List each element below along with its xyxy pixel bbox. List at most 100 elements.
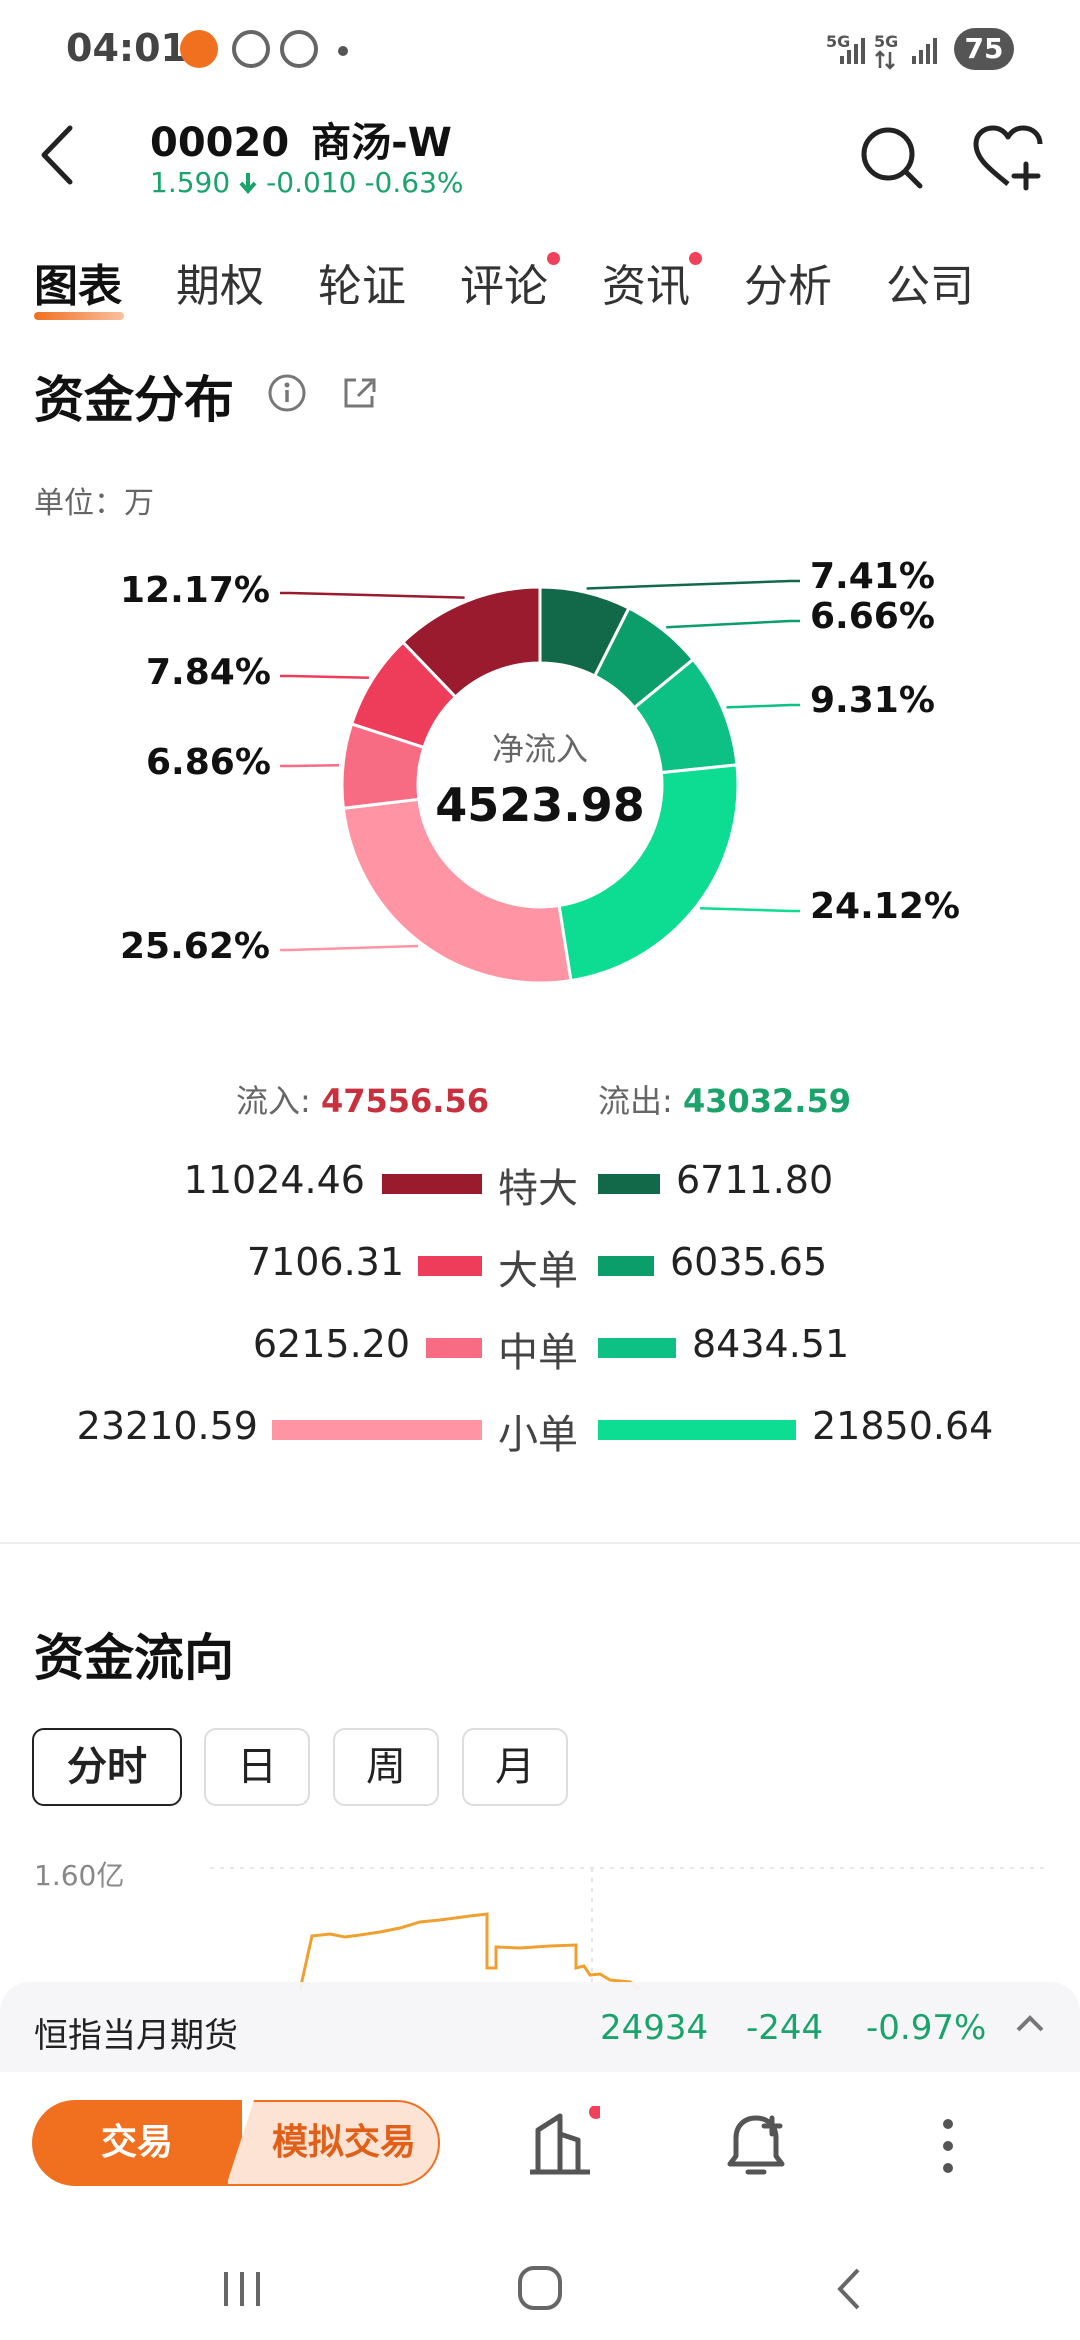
leader-line-outflow-medium — [726, 703, 800, 709]
tab-comments-label: 评论 — [460, 261, 548, 312]
down-arrow-icon — [239, 173, 257, 195]
signal-icon — [840, 38, 865, 64]
tab-chart[interactable]: 图表 — [34, 250, 124, 320]
tab-analysis-label: 分析 — [744, 261, 832, 312]
tab-bar: 图表 期权 轮证 评论 资讯 分析 公司 — [0, 250, 1080, 330]
inflow-super-value: 11024.46 — [183, 1158, 365, 1202]
period-month-button[interactable]: 月 — [462, 1728, 568, 1806]
donut-slice-inflow-small — [341, 797, 573, 985]
category-medium: 中单 — [498, 1330, 578, 1376]
inflow-summary: 流入: 47556.56 — [236, 1076, 489, 1122]
period-day-button[interactable]: 日 — [204, 1728, 310, 1806]
tab-options-label: 期权 — [176, 261, 264, 312]
search-icon[interactable] — [852, 118, 932, 198]
tab-company[interactable]: 公司 — [886, 250, 974, 314]
pct-label-inflow-large: 7.84% — [146, 652, 271, 693]
inflow-small-bar — [272, 1420, 482, 1440]
more-options-icon[interactable] — [908, 2106, 988, 2186]
network-5g-label: 5G — [826, 32, 851, 51]
price-alert-bell-icon[interactable] — [716, 2106, 796, 2186]
outflow-small-bar — [598, 1420, 796, 1440]
system-navigation-bar — [0, 2222, 1080, 2340]
donut-slice-outflow-small — [557, 763, 740, 983]
tab-comments[interactable]: 评论 — [460, 250, 560, 314]
stock-title: 00020 商汤-W — [150, 110, 474, 168]
stock-change: -0.010 — [266, 166, 357, 199]
tab-analysis[interactable]: 分析 — [744, 250, 832, 314]
donut-slice-inflow-super — [400, 585, 542, 700]
tab-company-label: 公司 — [886, 261, 974, 312]
app-notification-icon — [180, 30, 218, 68]
category-super: 特大 — [498, 1166, 578, 1212]
share-icon[interactable] — [338, 372, 380, 414]
system-back-icon[interactable] — [826, 2264, 876, 2314]
fund-distribution-donut-chart — [280, 579, 800, 985]
status-bar: 04:01 5G 5G 75 — [0, 0, 1080, 100]
trade-button[interactable]: 交易 — [32, 2100, 242, 2186]
stock-header: 00020 商汤-W 1.590 -0.010 -0.63% — [0, 100, 1080, 230]
stock-change-pct: -0.63% — [364, 166, 464, 199]
bottom-action-bar: 交易 模拟交易 — [0, 2072, 1080, 2222]
tab-warrants-label: 轮证 — [318, 261, 406, 312]
tab-news[interactable]: 资讯 — [602, 250, 702, 314]
stock-quote: 1.590 -0.010 -0.63% — [150, 166, 472, 199]
info-icon[interactable] — [266, 372, 308, 414]
inflow-total: 47556.56 — [320, 1082, 489, 1120]
category-small: 小单 — [498, 1412, 578, 1458]
leader-line-outflow-large — [666, 619, 800, 629]
pct-label-outflow-large: 6.66% — [810, 596, 935, 637]
stock-code: 00020 — [150, 120, 290, 166]
pct-label-outflow-super: 7.41% — [810, 556, 935, 597]
navigation-icon — [232, 30, 270, 68]
active-tab-underline — [34, 312, 124, 320]
outflow-large-value: 6035.65 — [670, 1240, 828, 1284]
outflow-summary: 流出: 43032.59 — [598, 1076, 851, 1122]
recent-apps-icon[interactable] — [212, 2264, 272, 2314]
inflow-small-value: 23210.59 — [76, 1404, 258, 1448]
unit-label: 单位：万 — [34, 486, 154, 521]
pct-label-inflow-small: 25.62% — [120, 926, 270, 967]
tab-options[interactable]: 期权 — [176, 250, 264, 314]
donut-center-label: 净流入 — [491, 730, 589, 768]
fund-flow-line-chart — [210, 1867, 1050, 1990]
leader-line-outflow-small — [700, 906, 800, 913]
inflow-large-value: 7106.31 — [246, 1240, 404, 1284]
chevron-up-icon[interactable] — [1010, 2004, 1050, 2044]
back-arrow-icon[interactable] — [30, 120, 90, 190]
outflow-medium-bar — [598, 1338, 676, 1358]
fund-flow-title: 资金流向 — [34, 1629, 234, 1687]
simulated-trade-button[interactable]: 模拟交易 — [226, 2100, 440, 2186]
home-icon[interactable] — [514, 2262, 568, 2316]
battery-indicator: 75 — [954, 28, 1014, 70]
inflow-medium-bar — [426, 1338, 482, 1358]
outflow-large-bar — [598, 1256, 654, 1276]
status-time: 04:01 — [66, 26, 187, 70]
outflow-medium-value: 8434.51 — [692, 1322, 850, 1366]
network-5g-label-2: 5G — [874, 32, 899, 51]
period-intraday-button[interactable]: 分时 — [32, 1728, 182, 1806]
more-notifications-dot — [338, 46, 348, 56]
inflow-super-bar — [382, 1174, 482, 1194]
news-badge-dot — [689, 252, 702, 265]
futures-change: -244 — [746, 2008, 824, 2048]
futures-ticker[interactable]: 恒指当月期货 24934 -244 -0.97% — [0, 1982, 1080, 2072]
leader-line-inflow-medium — [280, 764, 339, 768]
futures-change-pct: -0.97% — [866, 2008, 987, 2048]
tab-warrants[interactable]: 轮证 — [318, 250, 406, 314]
community-icon[interactable] — [520, 2106, 600, 2186]
stock-name: 商汤-W — [311, 120, 452, 166]
pct-label-inflow-super: 12.17% — [120, 570, 270, 611]
signal-icon-2 — [912, 38, 937, 64]
outflow-label: 流出: — [598, 1082, 673, 1120]
tab-news-label: 资讯 — [602, 261, 690, 312]
section-divider — [0, 1542, 1080, 1544]
outflow-super-bar — [598, 1174, 660, 1194]
leader-line-inflow-super — [280, 591, 465, 599]
inflow-large-bar — [418, 1256, 482, 1276]
outflow-super-value: 6711.80 — [676, 1158, 834, 1202]
data-arrows-icon — [875, 50, 895, 70]
period-week-button[interactable]: 周 — [333, 1728, 439, 1806]
flow-chart-y-top-label: 1.60亿 — [34, 1859, 125, 1892]
tab-chart-label: 图表 — [34, 261, 122, 312]
add-watchlist-heart-icon[interactable] — [968, 118, 1048, 198]
